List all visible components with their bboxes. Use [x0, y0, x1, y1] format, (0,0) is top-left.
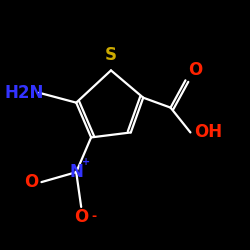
Text: -: -	[91, 210, 96, 223]
Text: O: O	[74, 208, 88, 226]
Text: OH: OH	[194, 124, 222, 142]
Text: S: S	[105, 46, 117, 64]
Text: +: +	[82, 157, 90, 167]
Text: H2N: H2N	[4, 84, 44, 102]
Text: O: O	[24, 173, 39, 191]
Text: N: N	[69, 163, 83, 181]
Text: O: O	[188, 62, 202, 80]
